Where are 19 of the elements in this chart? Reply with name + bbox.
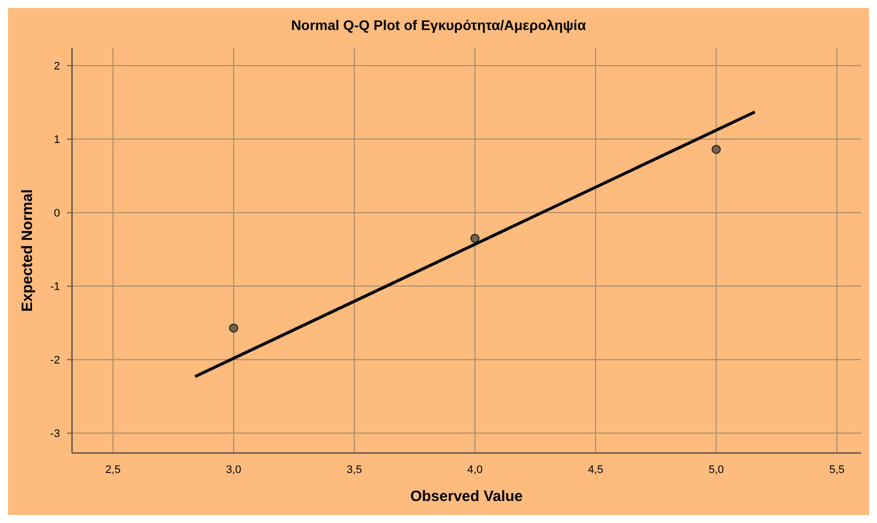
y-tick-label: 0 xyxy=(54,208,60,220)
x-axis-title: Observed Value xyxy=(410,488,523,505)
x-tick-label: 5,0 xyxy=(708,464,724,476)
y-tick-label: -3 xyxy=(50,428,60,440)
x-tick-label: 3,5 xyxy=(346,464,362,476)
point xyxy=(712,144,721,154)
y-tick-label: 1 xyxy=(54,134,60,146)
x-tick-label: 5,5 xyxy=(829,464,845,476)
y-tick-label: -2 xyxy=(50,354,60,367)
point xyxy=(229,323,238,333)
x-tick-label: 3,0 xyxy=(226,464,242,476)
point xyxy=(470,234,480,243)
chart-title: Normal Q-Q Plot of Εγκυρότητα/Αμεροληψία xyxy=(291,17,586,33)
x-tick-label: 4,0 xyxy=(467,464,483,476)
y-tick-label: -1 xyxy=(50,281,60,294)
x-tick-label: 2,5 xyxy=(105,464,121,476)
y-axis-title: Expected Normal xyxy=(19,189,36,312)
x-tick-label: 4,5 xyxy=(588,464,604,476)
y-tick-label: 2 xyxy=(54,60,60,73)
